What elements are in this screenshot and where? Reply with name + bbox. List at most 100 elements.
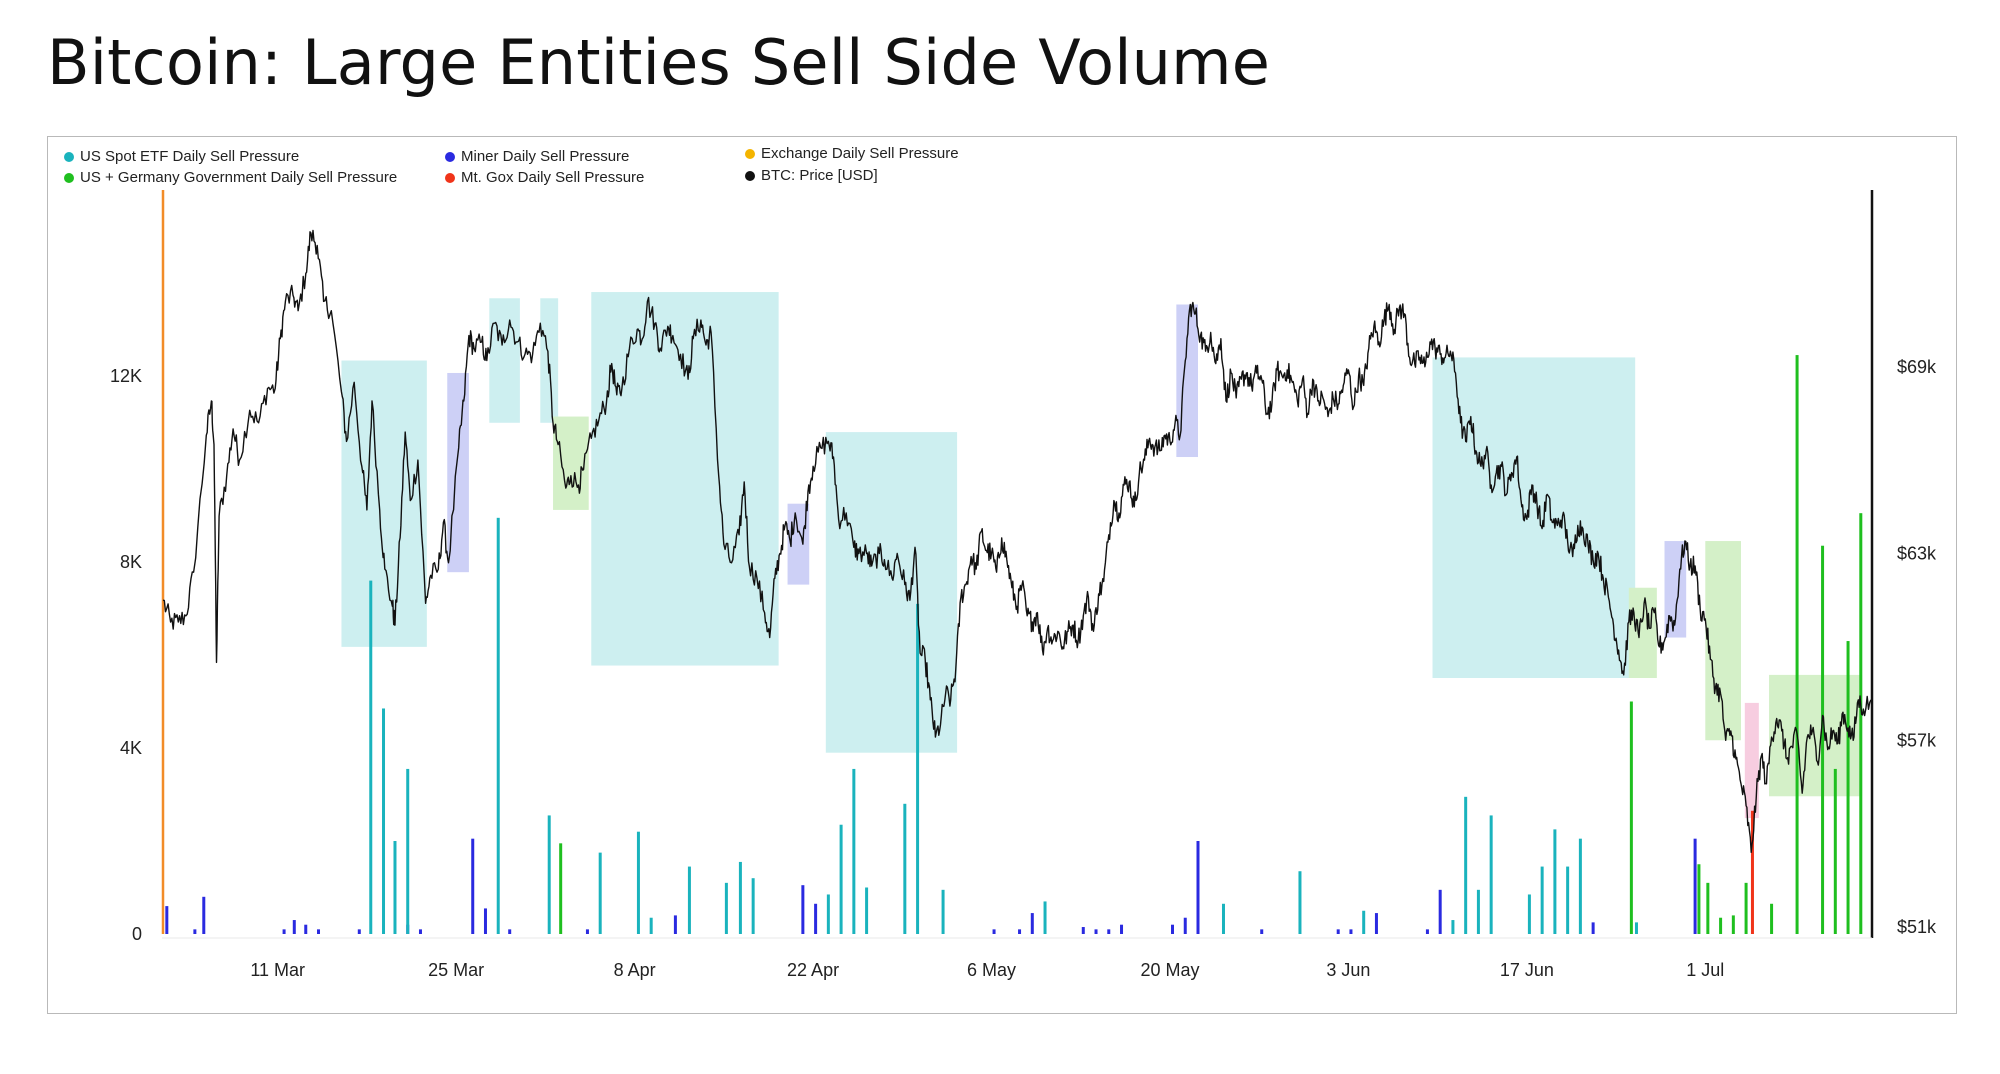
bar-49 [1196,841,1200,934]
bar-77 [1750,810,1754,934]
legend-item-exchange[interactable]: Exchange Daily Sell Pressure [745,145,959,162]
bar-42 [1043,901,1047,934]
zone-etf-3 [540,298,559,423]
bar-59 [1451,920,1455,934]
bar-45 [1107,929,1111,934]
bar-15 [471,838,475,934]
bar-64 [1540,866,1544,934]
legend-label: US Spot ETF Daily Sell Pressure [80,148,300,165]
x-tick-label: 17 Jun [1500,960,1554,980]
left-tick-label: 0 [132,924,142,944]
bar-65 [1553,829,1557,934]
bar-51 [1260,929,1264,934]
bar-66 [1566,866,1570,934]
right-axis-ticks: $51k $57k $63k $69k [1897,357,1937,937]
bar-18 [508,929,512,934]
legend-label: US + Germany Government Daily Sell Press… [80,169,398,186]
bar-13 [406,768,410,934]
bar-83 [1859,513,1863,934]
legend-dot [745,148,755,159]
btc-price-line-group [162,229,1872,853]
bar-71 [1693,838,1697,934]
bar-50 [1221,903,1225,934]
chart-frame [47,136,1957,1014]
bar-48 [1183,917,1187,934]
bar-74 [1719,917,1723,934]
x-tick-label: 25 Mar [428,960,484,980]
bar-26 [687,866,691,934]
bar-5 [292,920,296,934]
legend-label: BTC: Price [USD] [761,167,878,184]
btc-price-line [162,229,1872,853]
bar-38 [941,889,945,934]
bar-53 [1336,929,1340,934]
x-axis-ticks: 11 Mar 25 Mar 8 Apr 22 Apr 6 May 20 May 3 Jun 1… [250,960,1724,980]
legend-label: Exchange Daily Sell Pressure [761,145,959,162]
bar-41 [1030,913,1034,934]
legend-item-mtgox[interactable]: Mt. Gox Daily Sell Pressure [445,169,644,186]
zone-etf-7 [825,432,958,753]
bar-73 [1706,882,1710,934]
bar-22 [598,852,602,934]
chart-title: Bitcoin: Large Entities Sell Side Volume [47,26,1271,99]
bar-19 [547,815,551,934]
legend-item-miner[interactable]: Miner Daily Sell Pressure [445,148,629,165]
zone-miner-6 [787,503,810,585]
bar-4 [282,929,286,934]
bar-30 [801,885,805,934]
x-tick-label: 20 May [1140,960,1199,980]
zone-miner-8 [1176,304,1198,458]
legend-dot [64,151,74,162]
right-tick-label: $51k [1897,917,1937,937]
zone-gov-4 [553,416,589,510]
bar-29 [751,878,755,934]
zone-gov-10 [1628,587,1657,678]
bar-34 [852,768,856,934]
bar-32 [826,894,830,934]
zone-etf-5 [591,292,779,666]
bar-37 [916,603,920,934]
x-tick-label: 8 Apr [614,960,656,980]
bar-82 [1846,641,1850,934]
bar-39 [992,929,996,934]
bar-79 [1795,355,1799,934]
right-tick-label: $69k [1897,357,1937,377]
bar-70 [1634,922,1638,934]
bar-75 [1731,915,1735,934]
legend-dot [64,172,74,183]
bar-54 [1349,929,1353,934]
bar-25 [673,915,677,934]
bar-44 [1094,929,1098,934]
bar-23 [636,831,640,934]
legend-item-btc-price[interactable]: BTC: Price [USD] [745,167,878,184]
bar-11 [393,841,397,934]
bar-20 [559,843,563,934]
bar-80 [1821,545,1825,934]
bar-60 [1464,796,1468,934]
bar-7 [317,929,321,934]
left-tick-label: 12K [110,366,142,386]
bar-43 [1081,927,1085,934]
zone-etf-2 [489,298,520,423]
bar-24 [649,917,653,934]
bar-72 [1697,864,1701,934]
x-tick-label: 1 Jul [1686,960,1724,980]
bar-55 [1362,910,1366,934]
bar-9 [369,580,373,934]
legend-item-government[interactable]: US + Germany Government Daily Sell Press… [64,169,397,186]
bar-47 [1171,924,1175,934]
x-tick-label: 3 Jun [1326,960,1370,980]
bar-63 [1527,894,1531,934]
bar-33 [839,824,843,934]
bar-81 [1833,768,1837,934]
bar-27 [724,882,728,934]
bar-10 [382,708,386,934]
legend-item-etf[interactable]: US Spot ETF Daily Sell Pressure [64,148,299,165]
bar-62 [1489,815,1493,934]
left-tick-label: 4K [120,738,142,758]
bar-57 [1425,929,1429,934]
bar-67 [1578,838,1582,934]
bar-3 [202,896,206,934]
bar-8 [357,929,361,934]
